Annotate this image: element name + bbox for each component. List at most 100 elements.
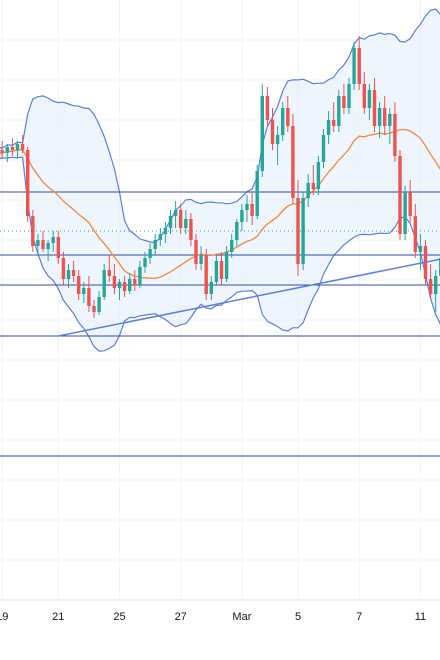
- candle[interactable]: [20, 135, 25, 153]
- candle[interactable]: [138, 261, 142, 288]
- candle[interactable]: [347, 78, 351, 114]
- candle[interactable]: [107, 255, 111, 282]
- candle[interactable]: [97, 291, 101, 315]
- candle[interactable]: [10, 138, 15, 156]
- candle[interactable]: [372, 78, 377, 132]
- candle[interactable]: [224, 246, 229, 282]
- trendline[interactable]: [58, 251, 440, 337]
- candle[interactable]: [133, 270, 137, 291]
- candle[interactable]: [408, 180, 412, 222]
- candle[interactable]: [362, 72, 366, 114]
- candle[interactable]: [270, 108, 275, 150]
- bollinger-bands: [0, 8, 440, 352]
- candle[interactable]: [117, 279, 122, 300]
- candle[interactable]: [301, 192, 305, 270]
- candle[interactable]: [122, 276, 127, 297]
- candle[interactable]: [209, 276, 213, 300]
- candle[interactable]: [46, 240, 50, 261]
- candle[interactable]: [51, 231, 55, 252]
- candle[interactable]: [112, 264, 117, 294]
- candle[interactable]: [77, 270, 81, 300]
- candle[interactable]: [352, 42, 356, 90]
- candle[interactable]: [36, 234, 40, 255]
- candle[interactable]: [286, 96, 290, 132]
- candle[interactable]: [434, 270, 438, 312]
- candle-body: [362, 84, 366, 108]
- candle[interactable]: [321, 129, 326, 168]
- candle[interactable]: [214, 255, 219, 285]
- candle[interactable]: [31, 210, 35, 252]
- candle[interactable]: [250, 192, 254, 225]
- horizontal-levels: [0, 191, 440, 457]
- candle[interactable]: [199, 246, 203, 270]
- candle[interactable]: [87, 276, 91, 312]
- candle[interactable]: [337, 90, 341, 132]
- candle[interactable]: [179, 204, 183, 234]
- candle[interactable]: [143, 252, 147, 273]
- candle[interactable]: [163, 222, 168, 243]
- x-tick-label: Mar: [232, 611, 251, 623]
- candle[interactable]: [281, 102, 285, 141]
- candle-body: [383, 108, 387, 126]
- candle-body: [153, 240, 157, 249]
- candle[interactable]: [291, 114, 295, 204]
- candle[interactable]: [245, 195, 249, 222]
- candle[interactable]: [5, 144, 9, 162]
- candle[interactable]: [377, 102, 382, 138]
- candle[interactable]: [168, 210, 173, 234]
- candle[interactable]: [204, 249, 208, 300]
- candle[interactable]: [184, 210, 188, 234]
- candle[interactable]: [82, 282, 86, 303]
- candle[interactable]: [41, 231, 45, 252]
- candle[interactable]: [66, 264, 71, 288]
- candle[interactable]: [413, 204, 417, 258]
- candle[interactable]: [173, 201, 178, 228]
- candle[interactable]: [275, 126, 280, 165]
- candle[interactable]: [316, 156, 321, 195]
- candle[interactable]: [311, 165, 315, 195]
- candle[interactable]: [332, 102, 336, 132]
- candle[interactable]: [189, 213, 193, 246]
- candle[interactable]: [240, 204, 244, 231]
- candle[interactable]: [15, 141, 20, 159]
- candle[interactable]: [260, 84, 264, 177]
- candle[interactable]: [61, 252, 66, 285]
- candle[interactable]: [357, 36, 361, 90]
- candle[interactable]: [418, 234, 423, 270]
- candle[interactable]: [148, 243, 152, 264]
- candle[interactable]: [219, 252, 224, 285]
- candle[interactable]: [0, 141, 4, 159]
- candle[interactable]: [26, 147, 30, 222]
- candle[interactable]: [296, 180, 300, 276]
- candle[interactable]: [56, 231, 60, 264]
- candle[interactable]: [71, 261, 76, 282]
- candle[interactable]: [153, 234, 157, 255]
- candle[interactable]: [428, 264, 433, 300]
- candle[interactable]: [383, 96, 387, 135]
- candle-body: [281, 108, 285, 135]
- candle[interactable]: [306, 174, 310, 207]
- candle-body: [260, 96, 264, 171]
- candle[interactable]: [367, 84, 372, 120]
- candle-body: [224, 252, 229, 279]
- candle[interactable]: [342, 84, 346, 114]
- candle[interactable]: [403, 186, 407, 240]
- candle[interactable]: [393, 102, 397, 162]
- candle[interactable]: [388, 108, 392, 144]
- candle[interactable]: [265, 87, 270, 126]
- candle[interactable]: [102, 264, 106, 300]
- candle-body: [87, 288, 91, 306]
- candle[interactable]: [255, 165, 259, 219]
- x-tick-label: 7: [356, 611, 362, 623]
- candle[interactable]: [230, 234, 234, 258]
- candle[interactable]: [398, 150, 402, 240]
- candle[interactable]: [92, 300, 96, 318]
- candle[interactable]: [235, 219, 239, 246]
- candle[interactable]: [326, 111, 331, 144]
- candle[interactable]: [128, 273, 132, 294]
- candle[interactable]: [158, 228, 162, 246]
- candle-body: [173, 210, 178, 216]
- candle[interactable]: [194, 234, 198, 270]
